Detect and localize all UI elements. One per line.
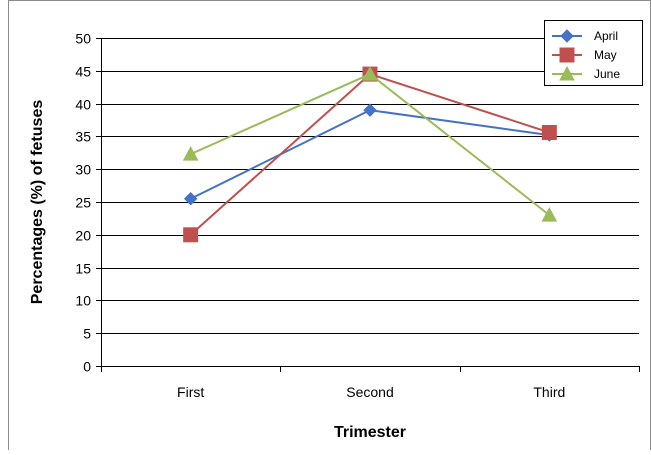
y-tick-label: 15 bbox=[75, 261, 91, 277]
data-point-june-second bbox=[362, 66, 378, 81]
series-layer bbox=[182, 66, 558, 243]
series-line-june bbox=[190, 72, 550, 216]
legend-label-may: May bbox=[594, 48, 617, 62]
y-axis-title: Percentages (%) of fetuses bbox=[29, 100, 46, 305]
data-point-june-third bbox=[541, 207, 558, 222]
y-tick-label: 30 bbox=[75, 162, 91, 178]
data-point-april-second bbox=[363, 103, 377, 117]
y-tick-label: 20 bbox=[75, 228, 91, 244]
data-point-may-first bbox=[183, 227, 199, 243]
legend-label-june: June bbox=[594, 67, 620, 81]
series-line-may bbox=[189, 72, 550, 236]
y-tick-label: 50 bbox=[75, 31, 91, 47]
legend-marker-april bbox=[560, 29, 574, 43]
x-axis-ticks: First Second Third bbox=[101, 366, 640, 400]
x-tick-label-first: First bbox=[177, 384, 204, 400]
x-tick-label-third: Third bbox=[533, 384, 565, 400]
legend-label-april: April bbox=[594, 29, 618, 43]
y-tick-label: 45 bbox=[75, 64, 91, 80]
x-tick-label-second: Second bbox=[346, 384, 393, 400]
legend-marker-june bbox=[559, 65, 575, 81]
data-point-april-first bbox=[183, 192, 198, 206]
y-axis-ticks: 0 5 10 15 20 25 30 35 40 45 50 bbox=[75, 31, 101, 375]
y-tick-label: 35 bbox=[75, 129, 91, 145]
y-tick-label: 0 bbox=[83, 359, 91, 375]
data-point-june-first bbox=[182, 146, 199, 161]
data-point-may-third bbox=[541, 124, 557, 140]
legend-marker-may bbox=[559, 47, 575, 63]
y-tick-label: 25 bbox=[75, 195, 91, 211]
axes bbox=[101, 38, 639, 367]
y-tick-label: 5 bbox=[83, 326, 91, 342]
y-tick-label: 10 bbox=[75, 293, 91, 309]
y-tick-label: 40 bbox=[75, 97, 91, 113]
legend: April May June bbox=[544, 20, 643, 86]
x-axis-title: Trimester bbox=[334, 424, 406, 441]
